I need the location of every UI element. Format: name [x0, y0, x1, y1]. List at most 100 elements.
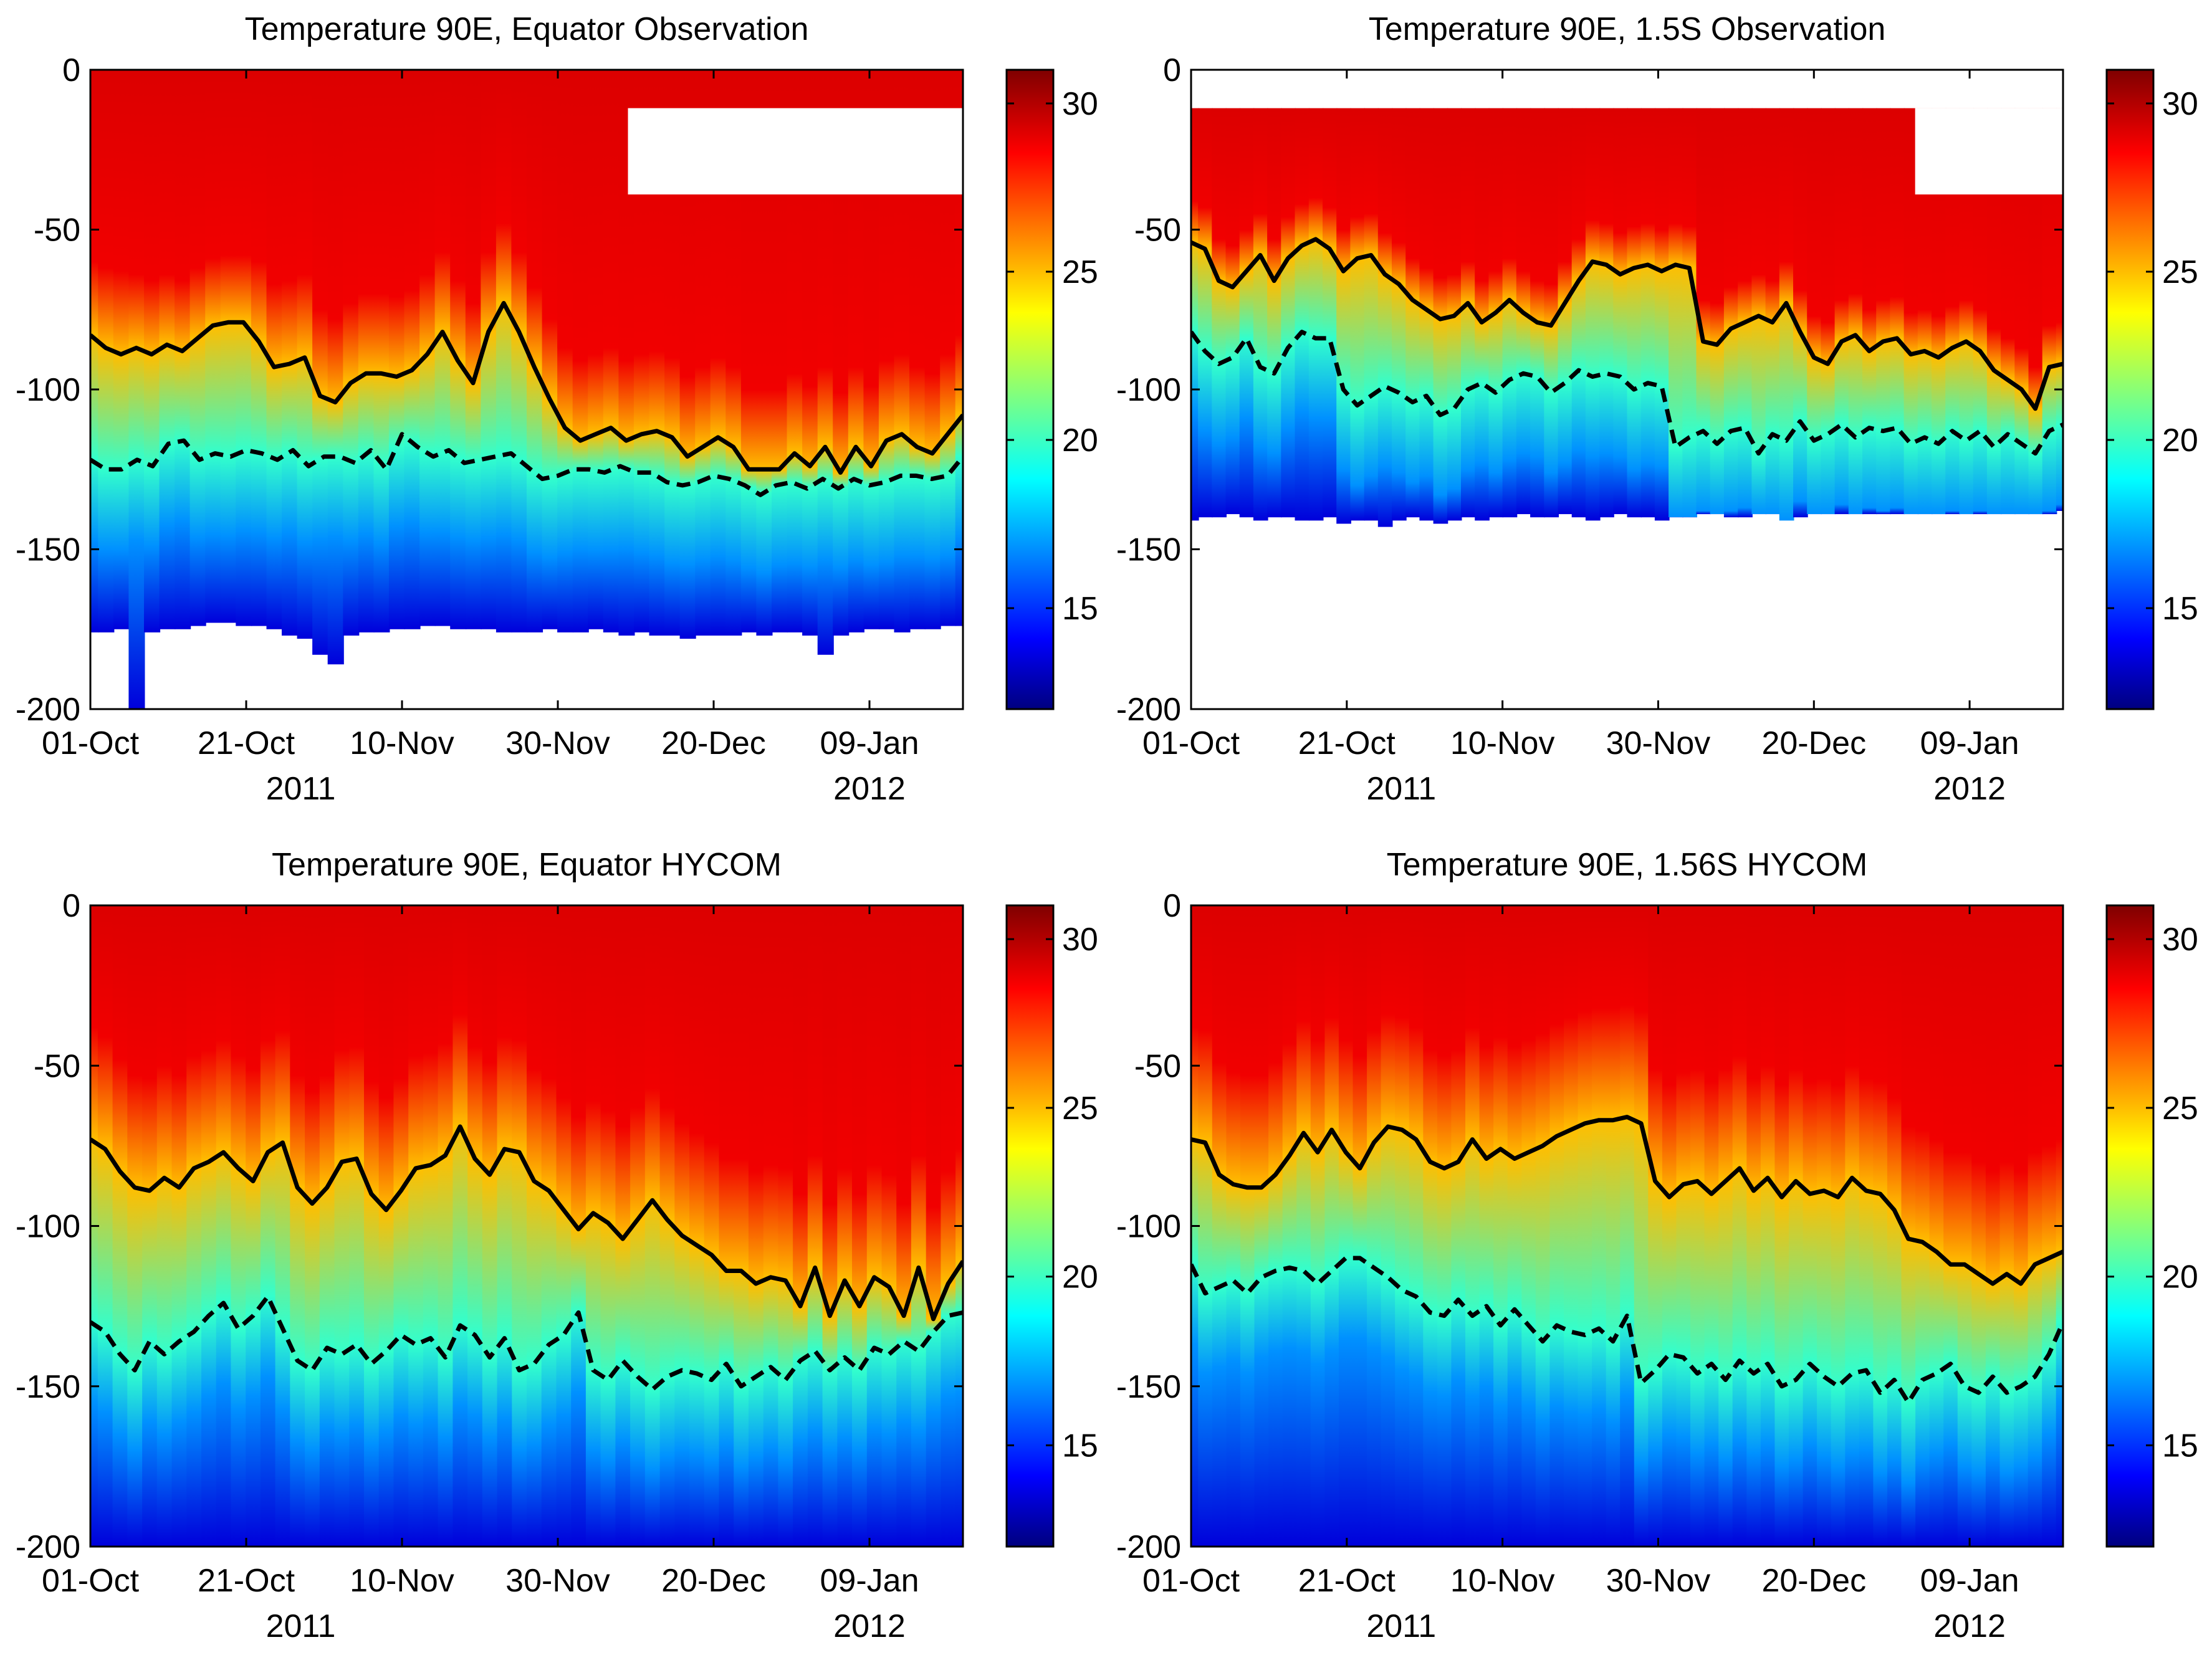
temperature-column	[497, 905, 513, 1547]
temperature-column	[1395, 905, 1410, 1547]
temperature-column	[1959, 108, 1975, 515]
colorbar	[1005, 69, 1055, 710]
colorbar-tick-label: 20	[2162, 422, 2198, 459]
temperature-column	[512, 905, 528, 1547]
panel-title: Temperature 90E, Equator HYCOM	[272, 847, 782, 883]
x-tick-label: 20-Dec	[661, 725, 766, 761]
temperature-column	[1353, 905, 1368, 1547]
temperature-column	[1599, 108, 1614, 518]
colorbar-tick-label: 25	[1062, 254, 1098, 290]
temperature-column	[1282, 905, 1298, 1547]
temperature-column	[911, 905, 927, 1547]
temperature-column	[334, 905, 350, 1547]
temperature-column	[1433, 108, 1448, 524]
contour-dashed-line	[1191, 330, 2063, 456]
temperature-column	[557, 70, 574, 632]
colorbar-tick-label: 15	[2162, 591, 2198, 627]
temperature-column	[1191, 108, 1199, 521]
temperature-column	[1296, 905, 1312, 1547]
x-tick-label: 21-Oct	[198, 1563, 295, 1599]
contour-dashed-line	[1191, 1256, 2063, 1405]
temperature-column	[1350, 108, 1366, 521]
temperature-column	[236, 70, 252, 626]
temperature-column	[142, 905, 158, 1547]
temperature-column	[1267, 108, 1282, 518]
temperature-column	[343, 70, 360, 636]
temperature-column	[1932, 108, 1946, 515]
temperature-column	[2014, 905, 2029, 1547]
temperature-column	[1662, 905, 1677, 1547]
y-tick-label: -150	[1116, 1369, 1181, 1405]
x-tick-label: 30-Nov	[505, 1563, 610, 1599]
panel-equator-hycom: Temperature 90E, Equator HYCOM 01-Oct 21-…	[16, 847, 1098, 1644]
temperature-column	[201, 905, 218, 1547]
temperature-column	[615, 905, 631, 1547]
temperature-column	[1507, 905, 1523, 1547]
colorbar-tick-label: 30	[1062, 86, 1098, 122]
temperature-column	[220, 70, 237, 623]
temperature-column	[1564, 905, 1579, 1547]
temperature-column	[1669, 108, 1683, 518]
temperature-column	[1876, 108, 1891, 515]
temperature-column	[1479, 905, 1495, 1547]
temperature-column	[1971, 905, 1987, 1547]
year-label-2012: 2012	[1933, 1608, 2006, 1644]
temperature-column	[527, 905, 543, 1547]
temperature-column	[807, 905, 823, 1547]
colorbar-tick-label: 25	[2162, 254, 2198, 290]
temperature-column	[216, 905, 232, 1547]
colorbar-tick-label: 30	[1062, 922, 1098, 958]
temperature-column	[588, 70, 605, 629]
temperature-column	[1873, 905, 1889, 1547]
x-tick-label: 09-Jan	[820, 1563, 919, 1599]
temperature-column	[393, 905, 409, 1547]
x-tick-label: 21-Oct	[1298, 725, 1396, 761]
temperature-column	[1999, 905, 2015, 1547]
x-tick-label: 09-Jan	[820, 725, 919, 761]
contour-dashed-line	[90, 1294, 963, 1392]
temperature-column	[467, 905, 484, 1547]
temperature-column	[955, 70, 963, 626]
temperature-column	[1254, 905, 1270, 1547]
x-tick-label: 21-Oct	[1298, 1563, 1396, 1599]
panel-1-56s-hycom: Temperature 90E, 1.56S HYCOM 01-Oct 21-Oc…	[1116, 847, 2198, 1644]
temperature-column	[1549, 905, 1565, 1547]
colorbar-tick-label: 20	[1062, 422, 1098, 459]
temperature-column	[689, 905, 706, 1547]
temperature-column	[1451, 905, 1467, 1547]
temperature-column	[719, 905, 735, 1547]
temperature-column	[1945, 108, 1960, 515]
contour-dashed-line	[90, 432, 963, 497]
temperature-column	[1627, 108, 1642, 518]
temperature-column	[837, 905, 853, 1547]
x-tick-label: 30-Nov	[505, 725, 610, 761]
temperature-column	[556, 905, 572, 1547]
temperature-column	[1848, 108, 1864, 515]
y-tick-label: -200	[16, 692, 80, 728]
temperature-column	[1281, 108, 1296, 518]
temperature-column	[90, 70, 99, 632]
temperature-column	[1718, 905, 1734, 1547]
temperature-column	[926, 905, 942, 1547]
panel-1-5s-observation: Temperature 90E, 1.5S Observation 01-Oct…	[1116, 11, 2198, 807]
temperature-column	[438, 905, 454, 1547]
x-tick-label: 09-Jan	[1920, 1563, 2019, 1599]
temperature-column	[260, 905, 277, 1547]
x-tick-label: 10-Nov	[350, 725, 454, 761]
year-label-2011: 2011	[266, 771, 336, 807]
temperature-column	[881, 905, 898, 1547]
temperature-column	[482, 905, 498, 1547]
temperature-column	[1793, 108, 1808, 518]
temperature-column	[404, 70, 421, 629]
colorbar-tick-label: 30	[2162, 86, 2198, 122]
contour-solid-line	[90, 301, 963, 475]
temperature-column	[246, 905, 262, 1547]
y-tick-label: -50	[1134, 212, 1181, 249]
y-tick-label: 0	[62, 888, 80, 924]
temperature-column	[2042, 108, 2057, 515]
x-tick-label: 20-Dec	[1761, 1563, 1866, 1599]
temperature-column	[1973, 108, 1988, 515]
year-label-2011: 2011	[1366, 1608, 1436, 1644]
temperature-column	[866, 905, 883, 1547]
temperature-column	[1437, 905, 1452, 1547]
